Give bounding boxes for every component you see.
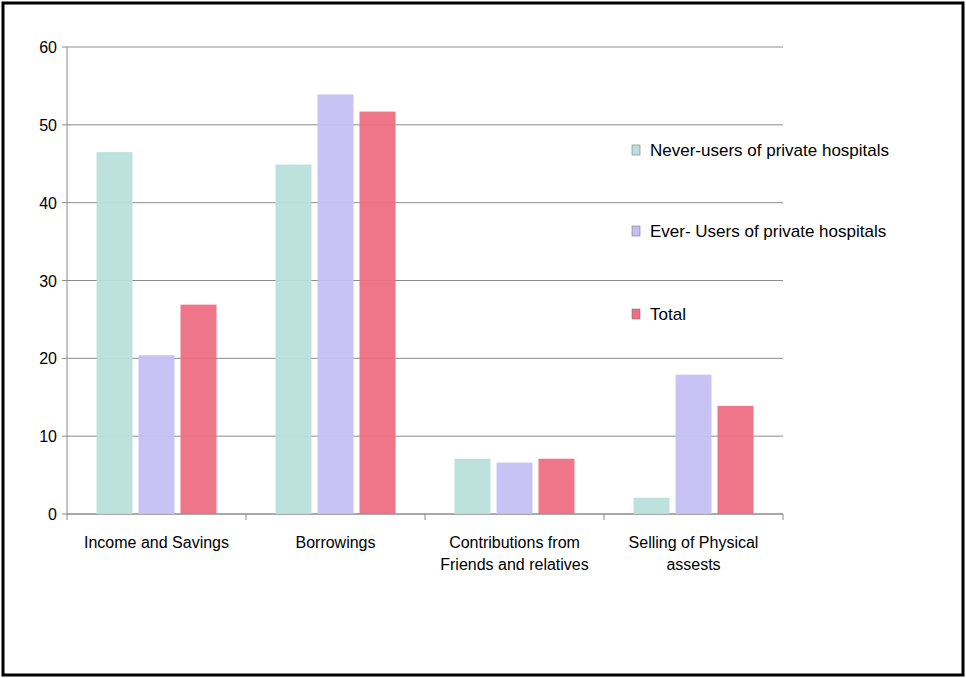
legend-swatch [632, 309, 640, 319]
legend-label: Total [650, 305, 686, 324]
category-tick [425, 514, 426, 520]
bar [634, 498, 670, 514]
tick-label: 0 [48, 506, 57, 523]
category-label: Borrowings [295, 534, 375, 551]
y-axis [67, 47, 68, 514]
bar [181, 305, 217, 514]
category-tick [246, 514, 247, 520]
legend-swatch [632, 145, 640, 155]
tick-mark [62, 280, 67, 281]
category-tick [783, 514, 784, 520]
tick-mark [62, 514, 67, 515]
legend-swatch [632, 226, 640, 236]
bar [360, 112, 396, 514]
bar [497, 463, 533, 514]
tick-mark [62, 124, 67, 125]
tick-label: 10 [39, 428, 57, 445]
tick-label: 30 [39, 273, 57, 290]
category-tick [604, 514, 605, 520]
legend-label: Never-users of private hospitals [650, 141, 889, 160]
legend-label: Ever- Users of private hospitals [650, 222, 886, 241]
bar [139, 355, 175, 514]
bar [455, 459, 491, 514]
tick-label: 50 [39, 117, 57, 134]
tick-mark [62, 47, 67, 48]
grid-line [67, 202, 783, 203]
tick-label: 40 [39, 195, 57, 212]
category-label: Contributions fromFriends and relatives [440, 534, 589, 573]
category-label: Selling of Physicalassests [629, 534, 759, 573]
tick-mark [62, 358, 67, 359]
category-label: Income and Savings [84, 534, 229, 551]
tick-mark [62, 202, 67, 203]
grid-line [67, 124, 783, 125]
category-tick [67, 514, 68, 520]
tick-label: 20 [39, 350, 57, 367]
grid-line [67, 280, 783, 281]
bar [318, 94, 354, 514]
bar [676, 375, 712, 514]
bar [539, 459, 575, 514]
chart-frame [3, 3, 963, 675]
tick-label: 60 [39, 39, 57, 56]
chart: 0 10 20 30 40 50 60 Income and Savings Borrowing… [0, 0, 966, 678]
bar [276, 165, 312, 514]
bar [718, 406, 754, 514]
tick-mark [62, 436, 67, 437]
grid-line [67, 47, 783, 48]
bar [97, 152, 133, 514]
